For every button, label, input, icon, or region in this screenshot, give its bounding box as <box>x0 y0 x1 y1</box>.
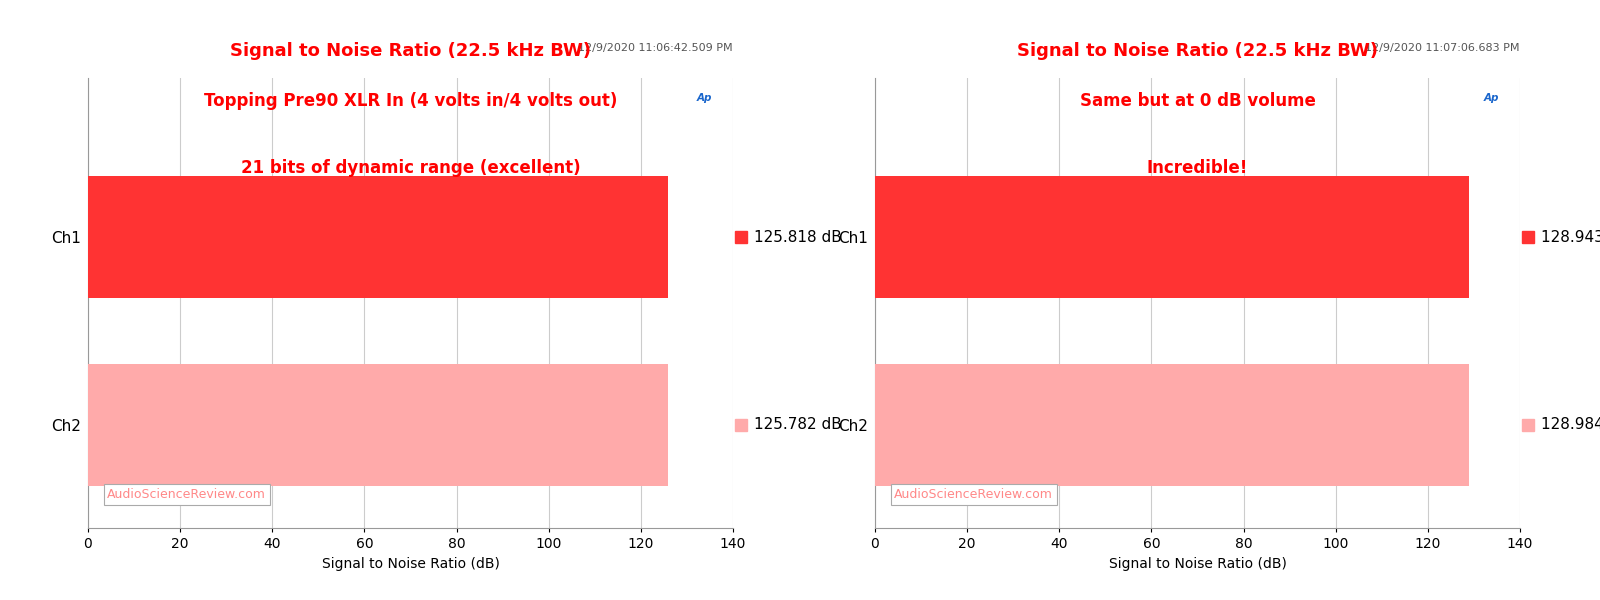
Text: Ap: Ap <box>1483 93 1499 103</box>
Text: Topping Pre90 XLR In (4 volts in/4 volts out): Topping Pre90 XLR In (4 volts in/4 volts… <box>203 91 618 109</box>
Bar <box>875 176 1469 298</box>
Circle shape <box>1467 81 1515 115</box>
X-axis label: Signal to Noise Ratio (dB): Signal to Noise Ratio (dB) <box>1109 557 1286 571</box>
Title: Signal to Noise Ratio (22.5 kHz BW): Signal to Noise Ratio (22.5 kHz BW) <box>230 42 590 60</box>
Text: 12/9/2020 11:07:06.683 PM: 12/9/2020 11:07:06.683 PM <box>1365 43 1520 53</box>
Bar <box>88 364 667 486</box>
Bar <box>88 176 667 298</box>
Bar <box>875 364 1469 486</box>
Text: 128.943 dB: 128.943 dB <box>1541 230 1600 245</box>
Title: Signal to Noise Ratio (22.5 kHz BW): Signal to Noise Ratio (22.5 kHz BW) <box>1018 42 1378 60</box>
Text: Ap: Ap <box>696 93 712 103</box>
Text: 12/9/2020 11:06:42.509 PM: 12/9/2020 11:06:42.509 PM <box>579 43 733 53</box>
Text: Incredible!: Incredible! <box>1147 159 1248 177</box>
Text: 21 bits of dynamic range (excellent): 21 bits of dynamic range (excellent) <box>240 159 581 177</box>
Text: Same but at 0 dB volume: Same but at 0 dB volume <box>1080 91 1315 109</box>
Circle shape <box>680 81 728 115</box>
Text: AudioScienceReview.com: AudioScienceReview.com <box>894 488 1053 501</box>
Text: 125.782 dB: 125.782 dB <box>754 418 842 433</box>
Text: 128.984 dB: 128.984 dB <box>1541 418 1600 433</box>
Text: 125.818 dB: 125.818 dB <box>754 230 842 245</box>
X-axis label: Signal to Noise Ratio (dB): Signal to Noise Ratio (dB) <box>322 557 499 571</box>
Text: AudioScienceReview.com: AudioScienceReview.com <box>107 488 266 501</box>
